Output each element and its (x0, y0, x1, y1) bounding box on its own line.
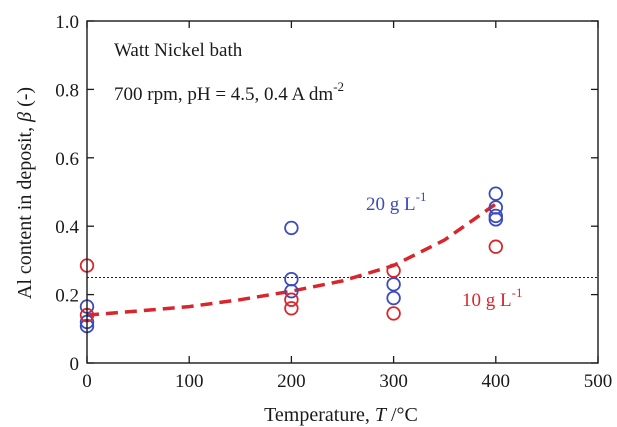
data-point-series0-6 (386, 277, 401, 292)
trend-line-layer (86, 202, 497, 317)
x-tick-label-4: 400 (482, 371, 511, 392)
tick-layer: 0 100 200 300 400 500 0 0.2 0.4 0.6 0.8 1.0 (55, 12, 612, 392)
y-axis-title: Al content in deposit, β (-) (14, 87, 36, 299)
y-tick-label-5: 1.0 (55, 12, 79, 33)
data-point-series1-2 (284, 292, 299, 307)
data-point-series0-5 (284, 283, 299, 299)
data-point-series1-5 (386, 306, 401, 321)
data-point-series0-3 (284, 220, 299, 236)
y-tick-label-2: 0.4 (55, 217, 79, 238)
data-point-series0-8 (488, 186, 504, 201)
series-label-20: 20 g L-1 (366, 189, 426, 215)
y-tick-label-1: 0.2 (55, 286, 79, 307)
data-point-series1-4 (386, 263, 401, 278)
y-tick-label-3: 0.6 (55, 149, 79, 170)
trend-line (86, 202, 497, 317)
annotation-conditions: 700 rpm, pH = 4.5, 0.4 A dm-2 (114, 79, 344, 105)
axes-frame-layer (86, 20, 599, 364)
series-label-10: 10 g L-1 (462, 285, 522, 311)
annotation-bath: Watt Nickel bath (114, 40, 243, 61)
x-tick-label-3: 300 (379, 371, 408, 392)
x-tick-label-0: 0 (82, 371, 92, 392)
x-tick-label-1: 100 (175, 371, 204, 392)
data-point-series0-11 (488, 212, 504, 227)
data-point-series0-4 (284, 272, 299, 287)
y-tick-label-4: 0.8 (55, 80, 79, 101)
x-tick-label-2: 200 (277, 371, 306, 392)
data-point-series1-6 (488, 239, 504, 254)
axes-frame (86, 20, 599, 364)
data-point-series0-7 (386, 290, 401, 306)
data-point-series1-3 (284, 301, 299, 316)
x-tick-label-5: 500 (584, 371, 613, 392)
y-tick-label-0: 0 (70, 354, 80, 375)
x-axis-title: Temperature, T /°C (264, 404, 418, 426)
